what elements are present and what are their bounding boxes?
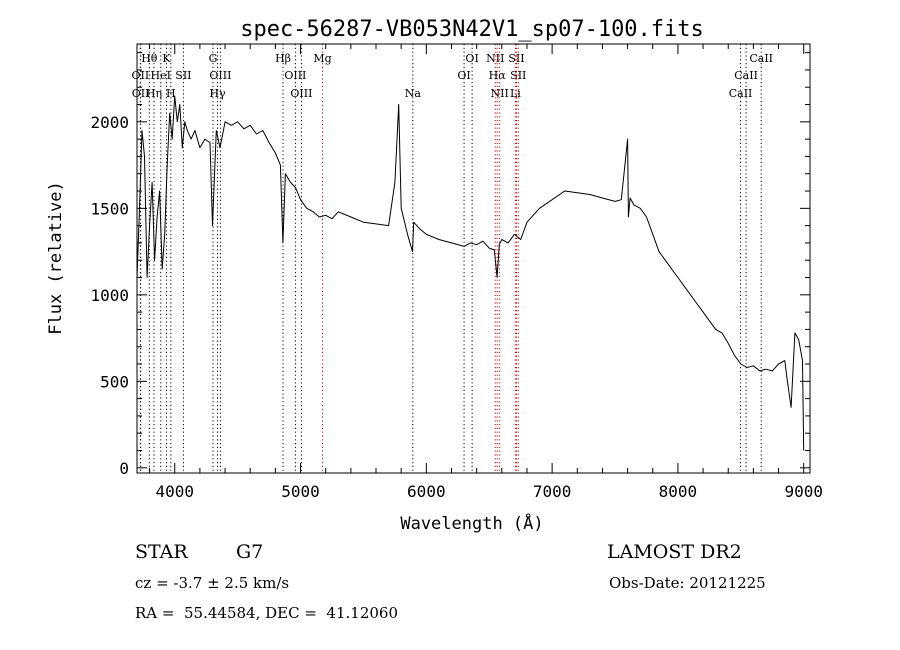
object-subclass: G7 (236, 541, 264, 563)
x-tick-label: 6000 (407, 482, 446, 501)
series-group (136, 95, 805, 451)
x-axis-label: Wavelength (Å) (400, 512, 543, 534)
line-marker-label: OIII (284, 69, 306, 82)
y-tick-label: 1000 (90, 286, 129, 305)
line-marker-label: OI (465, 52, 478, 65)
line-marker-label: OIII (209, 69, 231, 82)
spectrum-series-0 (136, 95, 805, 451)
line-marker-label: Hα (489, 69, 507, 82)
line-marker-label: Hη (146, 87, 162, 100)
line-marker-label: K (162, 52, 171, 65)
y-tick-label: 0 (119, 459, 129, 478)
line-marker-label: NII (486, 52, 504, 65)
line-marker-label: Mg (313, 52, 331, 65)
line-marker-label: H (166, 87, 176, 100)
line-marker-label: Hγ (209, 87, 226, 100)
line-marker-label: Na (405, 87, 422, 100)
y-axis-label: Flux (relative) (46, 181, 66, 335)
line-marker-label: Hθ (141, 52, 158, 65)
x-tick-label: 7000 (533, 482, 572, 501)
plot-frame (136, 43, 811, 474)
x-tick-label: 8000 (659, 482, 698, 501)
axes: 4000 5000 6000 7000 8000 9000 0 500 1000 1500 2000 (90, 43, 823, 501)
x-tick-label: 4000 (155, 482, 194, 501)
obs-date-text: Obs-Date: 20121225 (609, 574, 766, 592)
object-class: STAR (135, 541, 188, 563)
line-marker-label: HeI (151, 69, 171, 82)
chart-title: spec-56287-VB053N42V1_sp07-100.fits (240, 17, 704, 42)
line-marker-label: CaII (729, 87, 753, 100)
y-tick-label: 1500 (90, 199, 129, 218)
line-marker-label: CaII (749, 52, 773, 65)
line-marker-label: Hβ (275, 52, 291, 65)
survey-label: LAMOST DR2 (607, 541, 742, 563)
line-marker-label: CaII (734, 69, 758, 82)
line-marker-label: SII (510, 69, 526, 82)
x-tick-label: 5000 (281, 482, 320, 501)
y-tick-label: 2000 (90, 113, 129, 132)
line-marker-label: G (209, 52, 218, 65)
y-tick-label: 500 (100, 372, 129, 391)
line-marker-label: OII (132, 87, 150, 100)
coordinates-text: RA = 55.44584, DEC = 41.12060 (135, 604, 399, 622)
x-tick-label: 9000 (784, 482, 823, 501)
redshift-text: cz = -3.7 ± 2.5 km/s (135, 574, 290, 592)
line-marker-label: OIII (290, 87, 312, 100)
line-marker-label: SII (175, 69, 191, 82)
line-marker-label: Li (510, 87, 521, 100)
line-marker-label: OI (457, 69, 470, 82)
line-marker-label: NII (491, 87, 509, 100)
line-marker-label: SII (508, 52, 524, 65)
